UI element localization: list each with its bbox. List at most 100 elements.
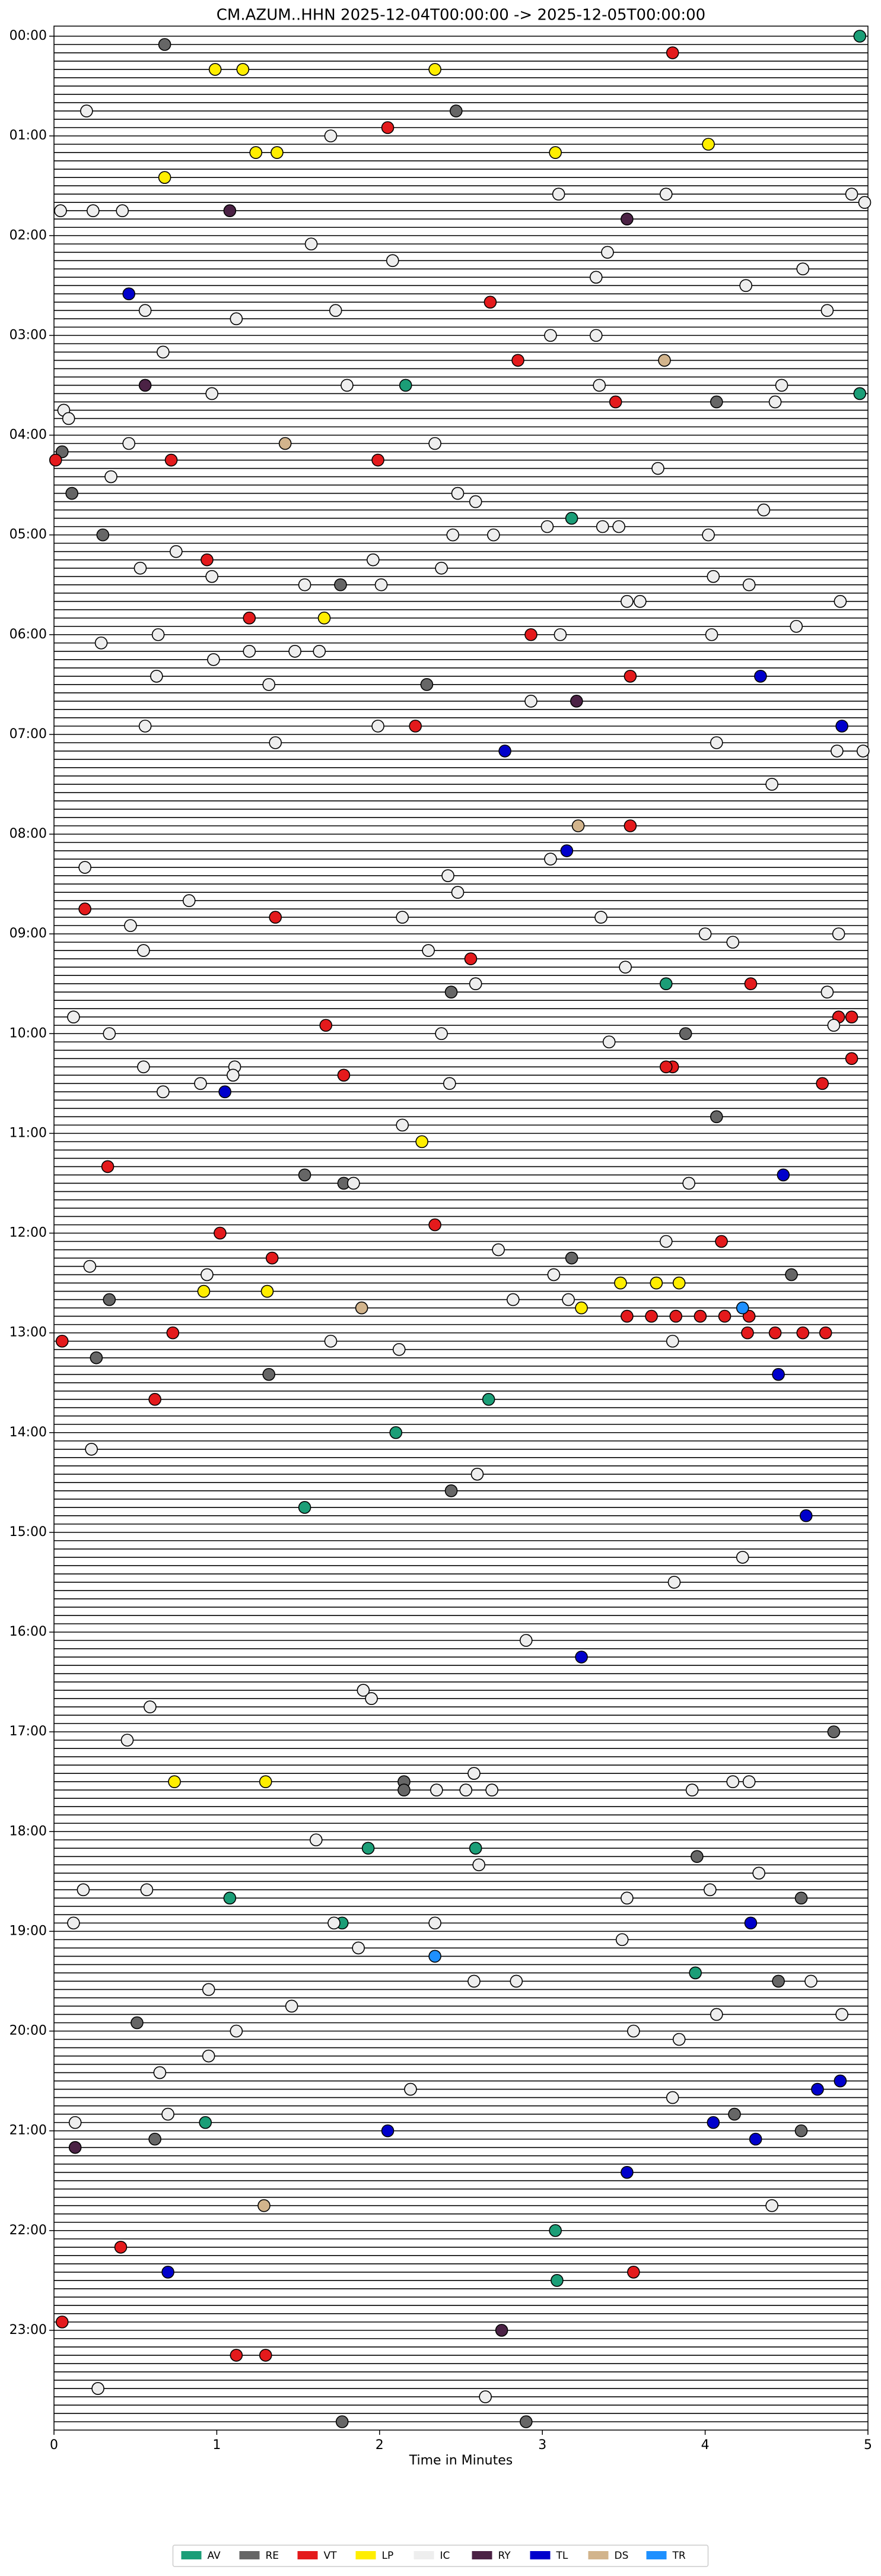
event-marker [265,1251,279,1265]
event-marker [365,1692,378,1705]
event-marker [827,1019,841,1032]
event-marker [205,570,218,583]
x-axis-label: Time in Minutes [409,2453,513,2468]
y-tick-label: 03:00 [9,327,47,342]
y-tick-label: 20:00 [9,2024,47,2038]
event-marker [710,1110,723,1124]
event-marker [78,861,91,874]
event-marker [768,1326,782,1340]
event-marker [634,594,647,608]
event-marker [304,237,318,251]
event-marker [702,528,715,542]
event-marker [596,520,609,533]
event-marker [409,720,422,733]
event-marker [309,1833,323,1847]
event-marker [772,1367,785,1381]
event-marker [594,911,608,924]
event-marker [122,287,136,301]
event-marker [469,1842,482,1855]
event-marker [469,495,482,508]
event-marker [243,611,256,625]
event-marker [524,628,537,641]
event-marker [459,1783,473,1796]
event-marker [698,927,712,940]
event-marker [441,869,454,882]
legend-label: RE [266,2550,279,2562]
event-marker [816,1077,829,1090]
event-marker [104,470,117,484]
event-marker [386,254,399,268]
event-marker [285,1999,298,2013]
event-marker [157,1085,170,1099]
event-marker [182,894,196,907]
chart-title: CM.AZUM..HHN 2025-12-04T00:00:00 -> 2025… [217,7,705,24]
event-marker [223,1891,237,1905]
event-marker [560,844,574,857]
event-marker [710,2008,723,2021]
event-marker [464,952,478,965]
y-tick-label: 14:00 [9,1425,47,1440]
y-tick-label: 06:00 [9,627,47,642]
event-marker [820,985,834,998]
y-tick-label: 11:00 [9,1125,47,1140]
y-tick-label: 04:00 [9,428,47,443]
event-marker [230,312,243,326]
event-marker [199,2116,212,2129]
event-marker [399,379,412,392]
event-marker [68,2141,82,2154]
event-marker [728,2107,741,2121]
event-marker [262,678,276,691]
event-marker [853,387,867,400]
event-marker [257,2199,271,2212]
event-marker [55,445,69,459]
event-marker [444,1484,458,1497]
event-marker [262,1367,276,1381]
event-marker [651,462,664,475]
event-marker [396,1118,409,1132]
legend-swatch [239,2551,260,2559]
event-marker [361,1842,375,1855]
x-tick-label: 2 [376,2438,384,2453]
event-marker [269,911,282,924]
legend-label: VT [324,2550,338,2562]
event-marker [116,204,129,218]
event-marker [164,453,178,467]
event-marker [827,1725,841,1738]
y-tick-label: 15:00 [9,1525,47,1540]
event-marker [148,2132,161,2146]
event-marker [621,1309,634,1323]
event-marker [214,1226,227,1240]
event-marker [645,1309,658,1323]
event-marker [544,853,557,866]
event-marker [742,1309,756,1323]
y-tick-label: 00:00 [9,28,47,43]
event-marker [94,636,108,650]
event-marker [659,977,673,990]
event-marker [718,1309,731,1323]
event-marker [83,1260,97,1273]
event-marker [124,919,137,932]
event-marker [138,379,152,392]
event-marker [168,1775,181,1788]
x-tick-label: 4 [701,2438,710,2453]
event-marker [669,1309,683,1323]
event-marker [835,2008,848,2021]
event-marker [415,1135,428,1149]
y-tick-label: 02:00 [9,228,47,243]
event-markers [49,30,872,2428]
event-marker [601,246,614,259]
y-tick-label: 19:00 [9,1923,47,1938]
event-marker [627,2266,640,2279]
legend-swatch [646,2551,667,2559]
event-marker [137,1060,150,1074]
y-tick-label: 05:00 [9,527,47,542]
y-tick-label: 01:00 [9,128,47,143]
event-marker [589,329,603,342]
event-marker [710,736,723,749]
event-marker [749,2132,762,2146]
event-marker [621,1891,634,1905]
event-marker [140,1883,154,1897]
event-marker [197,1284,211,1298]
event-marker [492,1243,505,1257]
